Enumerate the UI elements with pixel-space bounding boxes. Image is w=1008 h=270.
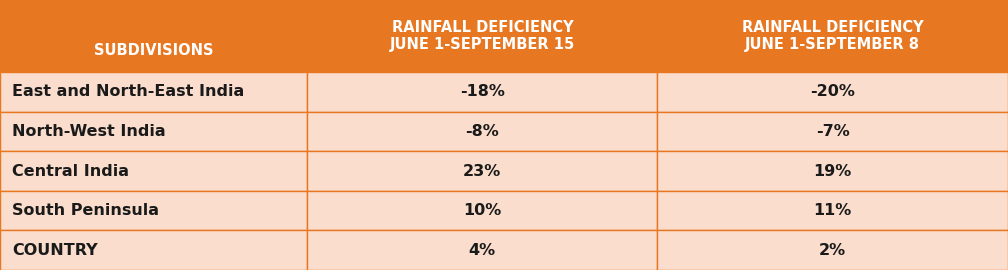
Bar (0, 72, 307, 112)
Text: RAINFALL DEFICIENCY
JUNE 1-SEPTEMBER 15: RAINFALL DEFICIENCY JUNE 1-SEPTEMBER 15 (390, 19, 575, 52)
Bar (307, 230, 657, 270)
Text: Central India: Central India (12, 164, 129, 178)
Text: RAINFALL DEFICIENCY
JUNE 1-SEPTEMBER 8: RAINFALL DEFICIENCY JUNE 1-SEPTEMBER 8 (742, 19, 923, 52)
Text: -8%: -8% (466, 124, 499, 139)
Bar (657, 191, 1008, 230)
Bar (307, 151, 657, 191)
Text: 11%: 11% (813, 203, 852, 218)
Text: 10%: 10% (464, 203, 501, 218)
Bar (0, 230, 307, 270)
Text: East and North-East India: East and North-East India (12, 84, 244, 99)
Text: 4%: 4% (469, 243, 496, 258)
Text: 19%: 19% (813, 164, 852, 178)
Bar (657, 0, 1008, 72)
Bar (657, 112, 1008, 151)
Bar (0, 151, 307, 191)
Bar (307, 112, 657, 151)
Bar (657, 151, 1008, 191)
Bar (307, 0, 657, 72)
Text: North-West India: North-West India (12, 124, 165, 139)
Text: 23%: 23% (464, 164, 501, 178)
Bar (0, 112, 307, 151)
Text: -7%: -7% (815, 124, 850, 139)
Text: COUNTRY: COUNTRY (12, 243, 98, 258)
Bar (657, 72, 1008, 112)
Text: 2%: 2% (820, 243, 846, 258)
Bar (307, 72, 657, 112)
Text: South Peninsula: South Peninsula (12, 203, 159, 218)
Bar (307, 191, 657, 230)
Text: -18%: -18% (460, 84, 505, 99)
Bar (657, 230, 1008, 270)
Bar (0, 0, 307, 72)
Text: SUBDIVISIONS: SUBDIVISIONS (94, 43, 214, 58)
Bar (0, 191, 307, 230)
Text: -20%: -20% (810, 84, 855, 99)
